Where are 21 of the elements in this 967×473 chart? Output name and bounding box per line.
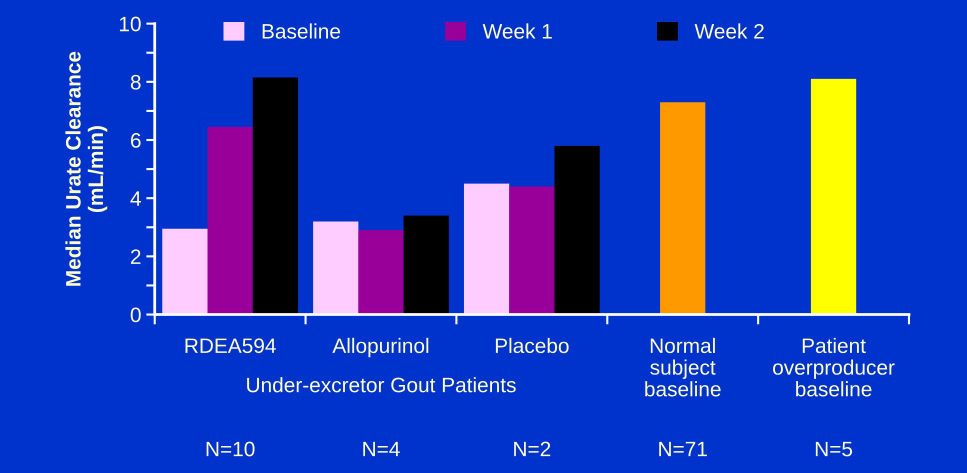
y-tick-label: 8 [130,74,141,90]
legend-label: Week 2 [694,23,764,39]
x-tick-label: Patient overproducer baseline [773,338,895,396]
y-tick-label: 10 [120,16,141,32]
text: N=4 [363,442,400,456]
x-tick-label: Normal subject baseline [645,338,721,396]
text: N=10 [206,442,255,456]
legend-label: Baseline [262,23,340,39]
x-tick-label: RDEA594 [186,338,276,354]
y-tick-label: 6 [131,133,141,148]
y-tick-label: 4 [130,191,141,206]
text: N=2 [514,442,550,456]
y-tick-label: 2 [130,249,140,264]
text: N=71 [659,442,707,456]
x-tick-label: Allopurinol [332,338,428,358]
text: Under-excretor Gout Patients [247,377,516,392]
x-tick-label: Placebo [496,338,569,354]
y-axis-title: Median Urate Clearance (mL/min) [65,52,108,286]
text: N=5 [816,442,852,456]
legend-label: Week 1 [482,23,552,39]
y-tick-label: 0 [130,308,141,322]
